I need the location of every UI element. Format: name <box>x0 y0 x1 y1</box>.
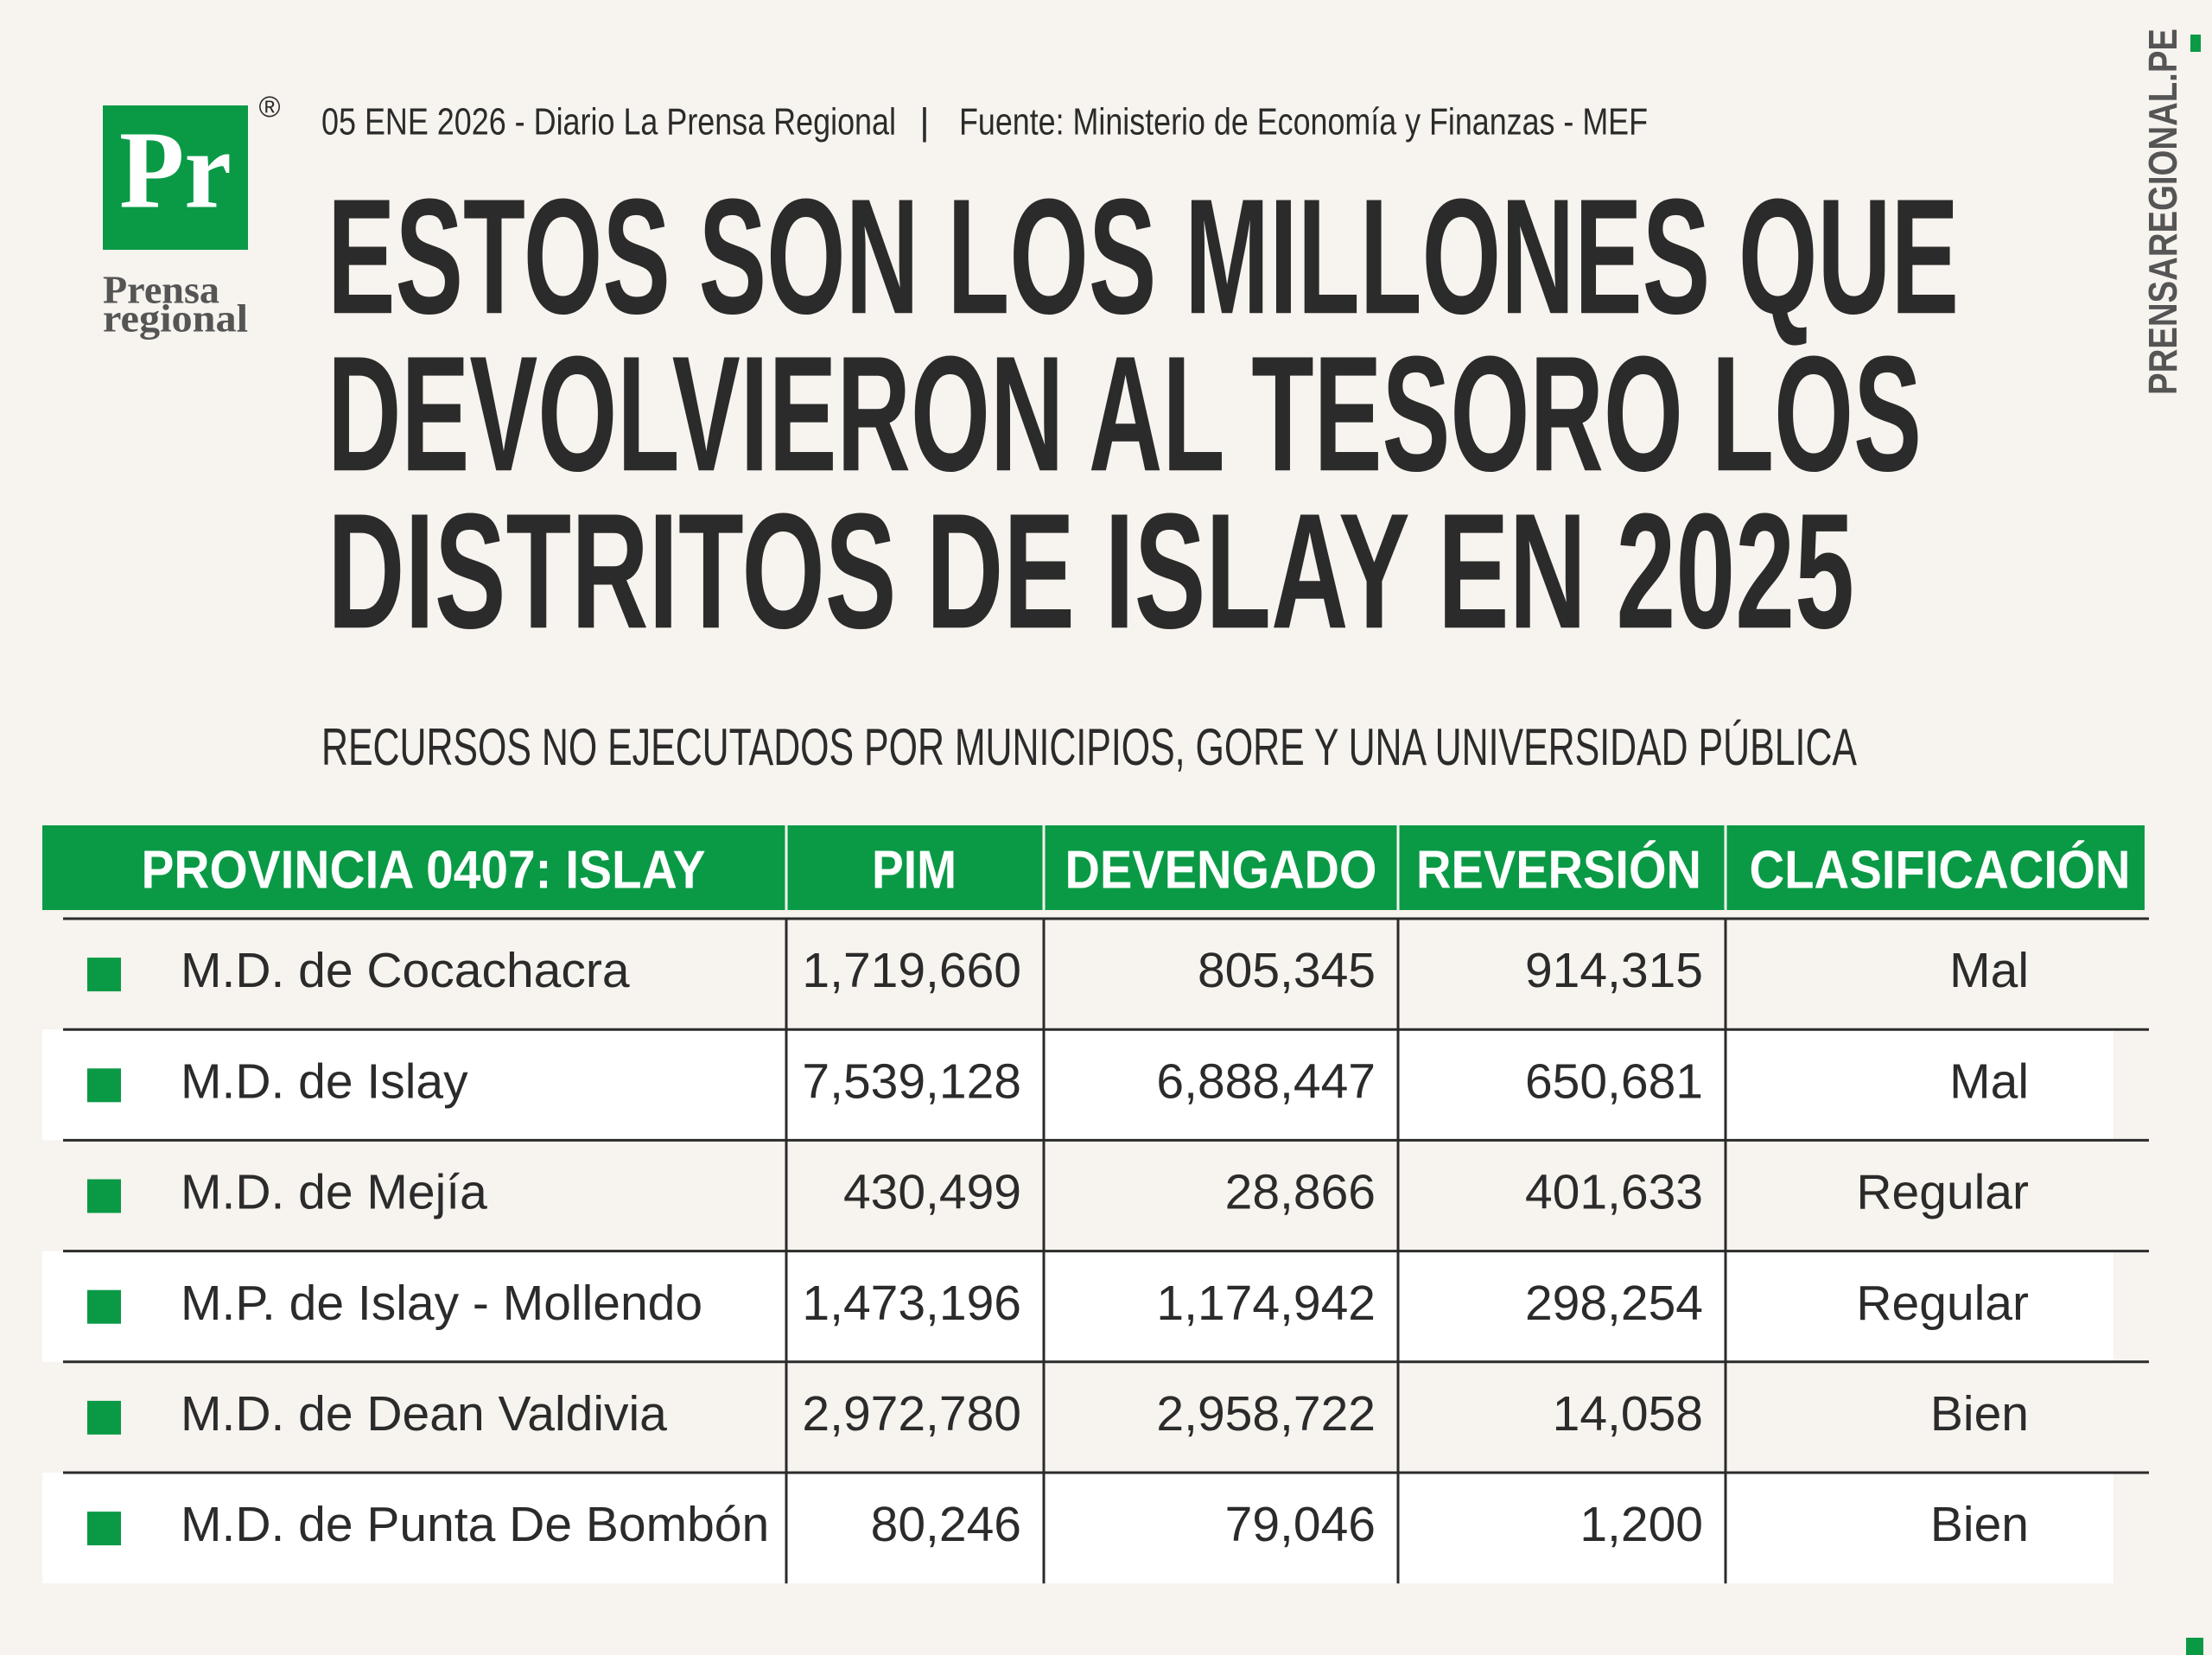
amount: 1,473,196 <box>802 1276 1021 1331</box>
classification: Regular <box>1856 1165 2029 1220</box>
column-header: PROVINCIA 0407: ISLAY <box>142 840 706 900</box>
amount: 1,719,660 <box>802 943 1021 998</box>
logo-name: Prensa <box>103 268 219 312</box>
amount: 6,888,447 <box>1156 1053 1376 1109</box>
classification: Mal <box>1949 943 2029 998</box>
accent <box>2190 35 2201 52</box>
logo-registered: ® <box>258 91 280 124</box>
title-line: DEVOLVIERON AL TESORO LOS <box>327 322 1922 506</box>
classification: Bien <box>1930 1386 2029 1442</box>
district-name: M.D. de Islay <box>181 1053 468 1109</box>
side-text: PRENSAREGIONAL.PE <box>2140 29 2185 395</box>
amount: 650,681 <box>1525 1053 1703 1109</box>
source: Fuente: Ministerio de Economía y Finanza… <box>959 101 1648 143</box>
row-bullet <box>87 1289 121 1324</box>
amount: 14,058 <box>1553 1386 1703 1442</box>
district-name: M.D. de Punta De Bombón <box>181 1497 769 1552</box>
logo-mark: Pr <box>119 108 232 231</box>
title-line: ESTOS SON LOS MILLONES QUE <box>327 165 1959 348</box>
amount: 1,174,942 <box>1156 1276 1376 1331</box>
amount: 80,246 <box>871 1497 1021 1552</box>
row-bullet <box>87 1512 121 1546</box>
amount: 914,315 <box>1525 943 1703 998</box>
amount: 2,958,722 <box>1156 1386 1376 1442</box>
logo-name: regional <box>103 296 248 341</box>
district-name: M.D. de Mejía <box>181 1165 487 1220</box>
district-name: M.P. de Islay - Mollendo <box>181 1276 702 1331</box>
row-background <box>42 1473 2113 1584</box>
subtitle: RECURSOS NO EJECUTADOS POR MUNICIPIOS, G… <box>321 718 1857 776</box>
classification: Bien <box>1930 1497 2029 1552</box>
district-name: M.D. de Cocachacra <box>181 943 630 998</box>
amount: 79,046 <box>1225 1497 1376 1552</box>
amount: 2,972,780 <box>802 1386 1021 1442</box>
column-header: PIM <box>872 840 957 900</box>
column-header: REVERSIÓN <box>1416 840 1701 900</box>
amount: 28,866 <box>1225 1165 1376 1220</box>
row-bullet <box>87 1400 121 1435</box>
amount: 7,539,128 <box>802 1053 1021 1109</box>
row-background <box>42 1251 2113 1362</box>
row-bullet <box>87 1068 121 1103</box>
amount: 805,345 <box>1198 943 1376 998</box>
accent <box>2186 1638 2203 1655</box>
amount: 298,254 <box>1525 1276 1703 1331</box>
table-header-band <box>42 825 2145 910</box>
amount: 1,200 <box>1580 1497 1703 1552</box>
row-background <box>42 1029 2113 1141</box>
district-name: M.D. de Dean Valdivia <box>181 1386 667 1442</box>
amount: 430,499 <box>843 1165 1021 1220</box>
row-bullet <box>87 1179 121 1213</box>
date-source: 05 ENE 2026 - Diario La Prensa Regional <box>321 101 896 143</box>
title-line: DISTRITOS DE ISLAY EN 2025 <box>327 480 1854 663</box>
row-bullet <box>87 958 121 992</box>
logo-box <box>103 105 248 250</box>
classification: Mal <box>1949 1053 2029 1109</box>
amount: 401,633 <box>1525 1165 1703 1220</box>
separator: | <box>919 101 929 143</box>
column-header: CLASIFICACIÓN <box>1750 840 2131 900</box>
classification: Regular <box>1856 1276 2029 1331</box>
column-header: DEVENGADO <box>1065 840 1377 900</box>
